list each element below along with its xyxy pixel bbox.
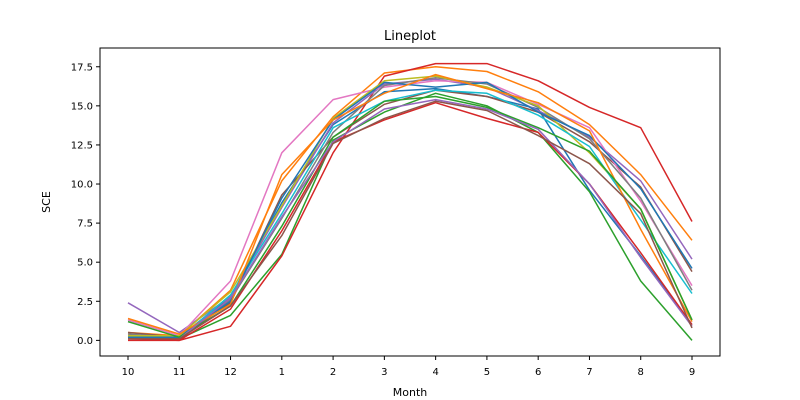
x-tick-label: 6 bbox=[535, 367, 541, 378]
x-tick-label: 1 bbox=[279, 367, 285, 378]
series-line-3 bbox=[128, 92, 693, 341]
y-tick-label: 10.0 bbox=[71, 180, 93, 191]
y-axis-ticks: 0.0 2.5 5.0 7.5 10.0 12.5 15.0 17.5 bbox=[71, 62, 100, 347]
series-line-2 bbox=[127, 66, 693, 337]
series-line-10 bbox=[127, 89, 693, 340]
x-tick-label: 2 bbox=[330, 367, 336, 378]
x-axis-ticks: 10 11 12 1 2 3 4 5 6 7 8 9 bbox=[122, 356, 695, 378]
x-tick-label: 9 bbox=[689, 367, 695, 378]
x-tick-label: 12 bbox=[224, 367, 237, 378]
y-tick-label: 0.0 bbox=[77, 336, 93, 347]
y-tick-label: 15.0 bbox=[71, 101, 93, 112]
x-tick-label: 5 bbox=[484, 367, 490, 378]
x-tick-label: 11 bbox=[173, 367, 186, 378]
y-tick-label: 2.5 bbox=[77, 297, 93, 308]
series-line-5 bbox=[127, 78, 693, 334]
x-tick-label: 7 bbox=[586, 367, 592, 378]
chart-title: Lineplot bbox=[384, 29, 436, 44]
y-axis-label: SCE bbox=[40, 191, 53, 213]
x-tick-label: 3 bbox=[381, 367, 387, 378]
series-line-15 bbox=[128, 98, 693, 340]
plot-frame bbox=[99, 47, 721, 357]
series-line-9 bbox=[128, 75, 693, 337]
x-tick-label: 4 bbox=[432, 367, 438, 378]
plot-lines bbox=[127, 62, 693, 342]
series-line-12 bbox=[127, 73, 693, 335]
series-line-16 bbox=[128, 100, 693, 340]
series-line-4 bbox=[127, 62, 693, 342]
y-tick-label: 17.5 bbox=[71, 62, 93, 73]
y-tick-label: 12.5 bbox=[71, 140, 93, 151]
x-axis-label: Month bbox=[393, 386, 428, 399]
series-line-11 bbox=[128, 81, 693, 338]
y-tick-label: 7.5 bbox=[77, 219, 93, 230]
x-tick-label: 8 bbox=[638, 367, 644, 378]
y-tick-label: 5.0 bbox=[77, 258, 93, 269]
x-tick-label: 10 bbox=[122, 367, 135, 378]
